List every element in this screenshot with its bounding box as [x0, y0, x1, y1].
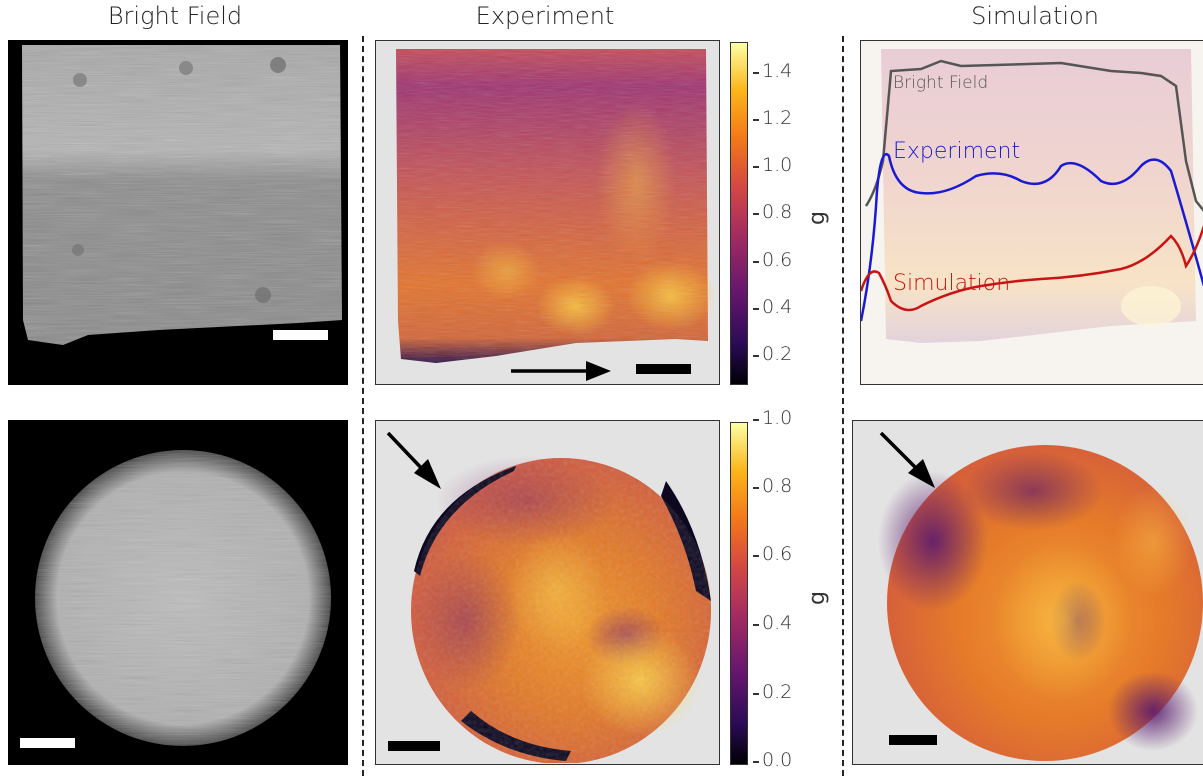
simulation-profile-label: Simulation [893, 271, 1011, 296]
scale-bar [20, 738, 75, 748]
colorbar-top-label: g [805, 211, 830, 225]
bright-field-disk-image [8, 420, 348, 765]
colorbar-top [730, 42, 748, 385]
scale-bar [273, 330, 328, 340]
colorbar-bottom-tick: 0.2 [752, 681, 793, 703]
colorbar-bottom [730, 422, 748, 765]
colorbar-bottom-tick: 0.8 [752, 475, 793, 497]
simulation-profile-panel: Bright Field Experiment Simulation [860, 40, 1203, 385]
column-divider-right [842, 36, 844, 776]
colorbar-bottom-tick: 0.6 [752, 543, 793, 565]
column-divider-left [362, 36, 364, 776]
colorbar-bottom-tick: 0.0 [752, 749, 793, 771]
scale-bar [388, 741, 440, 751]
colorbar-top-tick: 0.4 [752, 296, 793, 318]
experiment-profile-line [861, 153, 1203, 322]
experiment-title: Experiment [475, 2, 615, 30]
simulation-title: Simulation [971, 2, 1099, 30]
scale-bar [889, 735, 937, 745]
colorbar-top-tick: 1.0 [752, 154, 793, 176]
bright-field-title: Bright Field [107, 2, 243, 30]
arrow-icon [511, 361, 611, 381]
arrow-icon [879, 431, 935, 488]
experiment-profile-label: Experiment [893, 139, 1021, 164]
colorbar-top-tick: 1.2 [752, 107, 793, 129]
bright-field-profile-line [864, 59, 1203, 212]
scale-bar [636, 364, 691, 374]
colorbar-top-tick: 0.6 [752, 249, 793, 271]
colorbar-top-tick: 0.8 [752, 201, 793, 223]
colorbar-bottom-tick: 0.4 [752, 612, 793, 634]
simulation-disk-map [852, 420, 1203, 765]
colorbar-top-tick: 1.4 [752, 60, 793, 82]
experiment-square-map [375, 40, 720, 385]
colorbar-bottom-tick: 1.0 [752, 407, 793, 429]
colorbar-top-tick: 0.2 [752, 343, 793, 365]
colorbar-bottom-label: g [805, 591, 830, 605]
bright-field-square-image [8, 40, 348, 385]
arrow-icon [386, 431, 441, 489]
simulation-profile-line [861, 225, 1203, 312]
experiment-disk-map [375, 420, 720, 765]
bright-field-profile-label: Bright Field [893, 73, 989, 93]
